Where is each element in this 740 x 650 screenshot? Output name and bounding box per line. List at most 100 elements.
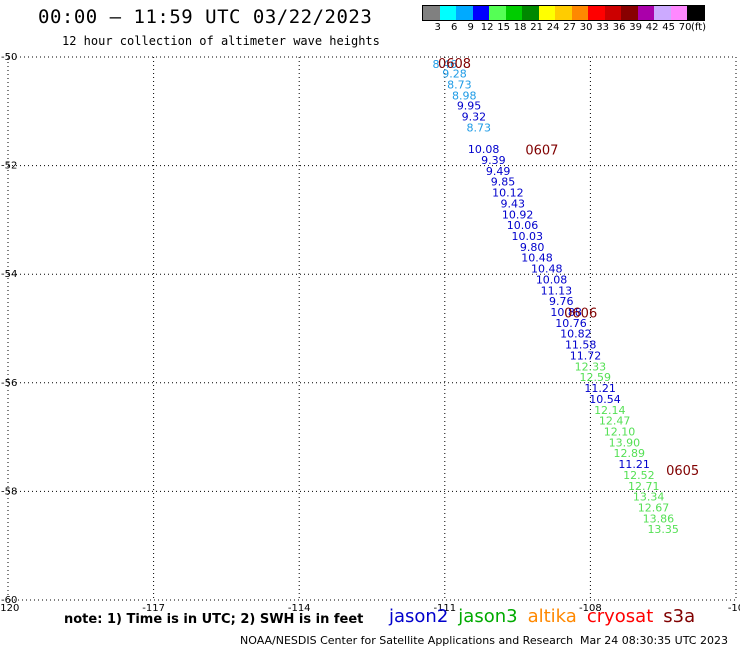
color-scale-label: 42	[645, 22, 659, 33]
satellite-legend-item: jason3	[458, 606, 518, 627]
color-scale-label: 24	[546, 22, 560, 33]
swh-value-label: 10.12	[492, 187, 524, 200]
color-scale-legend: 3 6 9 12 15 18 21 24 27 30 33 36 39 42 45 70 (ft)	[422, 5, 707, 35]
map-border	[7, 56, 737, 601]
swh-value-label: 12.14	[594, 404, 626, 417]
swh-value-label: 8.73	[447, 78, 472, 91]
swh-value-label: 12.47	[599, 415, 631, 428]
satellite-legend-item: s3a	[663, 606, 696, 627]
swh-value-label: 10.03	[512, 230, 544, 243]
pass-time-label: 0606	[564, 307, 597, 322]
lon-tick-label: -111	[433, 603, 456, 614]
map-frame	[7, 56, 737, 601]
swh-value-label: 10.88	[550, 306, 582, 319]
color-scale-label: 45	[662, 22, 676, 33]
swh-value-label: 11.58	[565, 339, 597, 352]
swh-value-label: 12.52	[623, 469, 655, 482]
color-scale-labels: 3 6 9 12 15 18 21 24 27 30 33 36 39 42 45 70 (ft)	[422, 21, 707, 35]
color-scale-label: 33	[596, 22, 610, 33]
swh-value-label: 9.80	[520, 241, 545, 254]
color-scale-cell	[522, 6, 539, 20]
swh-value-label: 10.48	[521, 252, 553, 265]
satellite-legend-item: jason2	[389, 606, 449, 627]
lon-tick-label: -120	[0, 603, 19, 614]
footer-note: note: 1) Time is in UTC; 2) SWH is in fe…	[64, 612, 364, 627]
swh-value-label: 10.08	[468, 143, 500, 156]
color-scale-cell	[555, 6, 572, 20]
swh-value-label: 11.72	[570, 349, 602, 362]
pass-time-labels: 0608 0607 0606 0605	[438, 57, 699, 479]
swh-value-label: 8.73	[467, 121, 492, 134]
color-scale-label: 15	[497, 22, 511, 33]
swh-value-label: 8.46	[433, 58, 458, 71]
axis-tick-labels: -120 -117 -114 -111 -108 -10 -50 -52 -54 -56 -58 -6…	[0, 52, 740, 614]
swh-value-label: 12.10	[604, 425, 636, 438]
swh-value-label: 9.28	[442, 68, 467, 81]
swh-value-label: 13.86	[643, 512, 675, 525]
pass-time-label: 0608	[438, 57, 471, 72]
map-grid	[8, 57, 736, 600]
color-scale-label: 36	[612, 22, 626, 33]
pass-time-label: 0607	[525, 144, 558, 159]
swh-value-label: 10.06	[507, 219, 539, 232]
swh-value-label: 9.85	[491, 176, 516, 189]
swh-value-label: 9.43	[500, 197, 525, 210]
color-scale-cell	[687, 6, 704, 20]
swh-value-label: 12.89	[613, 447, 645, 460]
color-scale-label: 12	[480, 22, 494, 33]
color-scale-cell	[621, 6, 638, 20]
color-scale-label: 6	[450, 22, 458, 33]
color-scale-cell	[456, 6, 473, 20]
generated-timestamp: Mar 24 08:30:35 UTC 2023	[580, 634, 728, 647]
swh-value-label: 12.71	[628, 480, 660, 493]
swh-value-label: 9.39	[481, 154, 506, 167]
swh-value-label: 9.49	[486, 165, 511, 178]
lon-tick-label: -108	[579, 603, 602, 614]
color-scale-label: 21	[530, 22, 544, 33]
page-title: 00:00 – 11:59 UTC 03/22/2023	[38, 6, 373, 28]
color-scale-cell	[588, 6, 605, 20]
page-subtitle: 12 hour collection of altimeter wave hei…	[62, 34, 380, 48]
lat-tick-label: -58	[1, 486, 17, 497]
color-scale-label: 70	[678, 22, 692, 33]
lon-tick-label: -114	[288, 603, 311, 614]
color-scale-cell	[472, 6, 489, 20]
color-scale-label: 30	[579, 22, 593, 33]
satellite-legend-item: altika	[527, 606, 577, 627]
swh-value-label: 9.76	[549, 295, 574, 308]
swh-value-label: 12.33	[575, 360, 607, 373]
lat-tick-label: -52	[1, 161, 17, 172]
swh-value-label: 11.21	[618, 458, 650, 471]
swh-value-label: 10.08	[536, 273, 568, 286]
lon-tick-label: -10	[728, 603, 740, 614]
swh-value-label: 13.90	[609, 436, 641, 449]
swh-value-label: 12.67	[638, 501, 670, 514]
swh-value-label: 10.48	[531, 263, 563, 276]
swh-observations: 8.469.288.738.989.959.328.7310.089.399.4…	[433, 58, 679, 536]
color-scale-cell	[654, 6, 671, 20]
swh-value-label: 10.92	[502, 208, 534, 221]
swh-value-label: 9.95	[457, 100, 482, 113]
swh-value-label: 8.98	[452, 89, 477, 102]
color-scale-cell	[489, 6, 506, 20]
satellite-legend-item: cryosat	[586, 606, 654, 627]
color-scale-cell	[571, 6, 588, 20]
lat-tick-label: -60	[1, 595, 17, 606]
satellite-legend: jason2 jason3 altika cryosat s3a	[389, 606, 705, 627]
color-scale-cell	[423, 6, 440, 20]
color-scale-bar	[422, 5, 705, 21]
pass-time-label: 0605	[666, 464, 699, 479]
lon-tick-label: -117	[142, 603, 165, 614]
color-scale-label: 39	[629, 22, 643, 33]
color-scale-label: 9	[467, 22, 474, 33]
color-scale-cell	[604, 6, 621, 20]
swh-value-label: 10.54	[589, 393, 621, 406]
swh-value-label: 13.35	[647, 523, 679, 536]
swh-value-label: 13.34	[633, 491, 665, 504]
color-scale-unit: (ft)	[690, 22, 707, 33]
lat-tick-label: -50	[1, 52, 17, 63]
color-scale-label: 3	[434, 22, 441, 33]
color-scale-cell	[637, 6, 654, 20]
color-scale-cell	[538, 6, 555, 20]
